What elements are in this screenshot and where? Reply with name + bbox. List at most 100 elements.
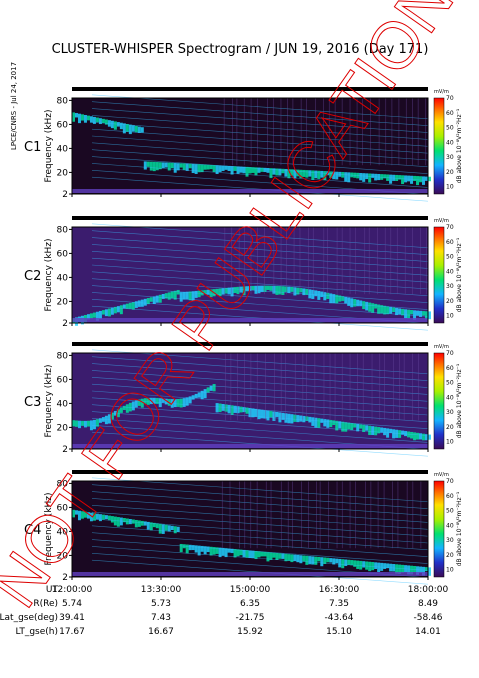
ephemeris-value: 14.01 <box>415 627 441 637</box>
y-tick-label: 80 <box>57 96 69 106</box>
colorbar-label: dB above 10⁻⁸V²m⁻²Hz⁻¹ <box>456 491 463 566</box>
colorbar-tick-label: 20 <box>446 298 454 305</box>
ephemeris-value: 15:00:00 <box>230 585 271 595</box>
colorbar-tick-label: 70 <box>446 478 454 485</box>
y-tick-label: 60 <box>57 503 69 513</box>
colorbar-tick-label: 40 <box>446 268 454 275</box>
y-tick-label: 2 <box>62 573 68 583</box>
colorbar <box>433 480 445 578</box>
spectrogram-panel-c4: 80 60 40 20 2 Frequency (kHz)C4 mV/m70 60 50 40 30… <box>24 470 463 585</box>
ephemeris-value: 15.92 <box>237 627 263 637</box>
colorbar-tick-label: 10 <box>446 184 454 191</box>
colorbar-tick-label: 30 <box>446 283 454 290</box>
vertical-stripes <box>225 353 428 421</box>
ephemeris-value: 16:30:00 <box>319 585 360 595</box>
y-tick-label: 40 <box>57 144 69 154</box>
colorbar-label: dB above 10⁻⁸V²m⁻²Hz⁻¹ <box>456 237 463 312</box>
colorbar-tick-label: 70 <box>446 224 454 231</box>
y-axis-label: Frequency (kHz) <box>44 109 54 182</box>
colorbar-unit: mV/m <box>434 472 449 478</box>
ephemeris-value: 5.73 <box>151 599 171 609</box>
ephemeris-value: 18:00:00 <box>408 585 449 595</box>
colorbar-tick-label: 20 <box>446 424 454 431</box>
colorbar-tick-label: 70 <box>446 95 454 102</box>
credit-text: LPCE/CNRS - Jul 24, 2017 <box>10 62 18 150</box>
colorbar-label: dB above 10⁻⁸V²m⁻²Hz⁻¹ <box>456 363 463 438</box>
ephemeris-value: 17.67 <box>59 627 85 637</box>
y-tick-label: 40 <box>57 273 69 283</box>
y-axis-label: Frequency (kHz) <box>44 238 54 311</box>
spectrogram-panel-c1: 80 60 40 20 2 Frequency (kHz)C1 mV/m70 60 50 40 30… <box>24 87 463 202</box>
ephemeris-value: 5.74 <box>62 599 82 609</box>
colorbar-tick-label: 60 <box>446 493 454 500</box>
colorbar-tick-label: 40 <box>446 394 454 401</box>
colorbar-tick-label: 50 <box>446 125 454 132</box>
colorbar-tick-label: 10 <box>446 567 454 574</box>
ephemeris-value: 15.10 <box>326 627 352 637</box>
y-tick-label: 20 <box>57 297 69 307</box>
y-tick-label: 60 <box>57 120 69 130</box>
spacecraft-label: C4 <box>24 523 41 538</box>
ephemeris-value: -21.75 <box>235 613 264 623</box>
colorbar-tick-label: 60 <box>446 110 454 117</box>
colorbar-tick-label: 10 <box>446 439 454 446</box>
spacecraft-label: C3 <box>24 395 41 410</box>
spacecraft-label: C2 <box>24 269 41 284</box>
ephemeris-value: 7.35 <box>329 599 349 609</box>
colorbar <box>433 352 445 450</box>
colorbar-tick-label: 20 <box>446 552 454 559</box>
ephemeris-row-label: Lat_gse(deg) <box>0 613 58 623</box>
ephemeris-value: -58.46 <box>413 613 442 623</box>
ephemeris-row-label: LT_gse(h) <box>16 627 58 637</box>
y-tick-label: 2 <box>62 445 68 455</box>
vertical-stripes <box>223 98 426 166</box>
spectrogram-panel-c2: 80 60 40 20 2 Frequency (kHz)C2 mV/m70 60 50 40 30… <box>24 216 463 331</box>
low-frequency-band <box>72 189 428 193</box>
status-bar <box>72 87 428 91</box>
colorbar-tick-label: 50 <box>446 254 454 261</box>
status-bar <box>72 216 428 220</box>
colorbar-unit: mV/m <box>434 218 449 224</box>
colorbar-unit: mV/m <box>434 344 449 350</box>
spectrogram-background <box>72 481 428 577</box>
colorbar-label: dB above 10⁻⁸V²m⁻²Hz⁻¹ <box>456 108 463 183</box>
y-tick-label: 60 <box>57 249 69 259</box>
ephemeris-value: 12:00:00 <box>52 585 93 595</box>
y-tick-label: 20 <box>57 551 69 561</box>
colorbar-tick-label: 30 <box>446 154 454 161</box>
ephemeris-value: 6.35 <box>240 599 260 609</box>
y-tick-label: 40 <box>57 527 69 537</box>
colorbar-tick-label: 50 <box>446 380 454 387</box>
ephemeris-row-label: R(Re) <box>33 599 58 609</box>
ephemeris-value: -43.64 <box>324 613 353 623</box>
ephemeris-value: 8.49 <box>418 599 438 609</box>
ephemeris-value: 7.43 <box>151 613 171 623</box>
spacecraft-label: C1 <box>24 140 41 155</box>
colorbar-tick-label: 30 <box>446 409 454 416</box>
y-tick-label: 2 <box>62 190 68 200</box>
ephemeris-value: 13:30:00 <box>141 585 182 595</box>
colorbar-tick-label: 40 <box>446 522 454 529</box>
low-frequency-band <box>72 444 428 448</box>
y-tick-label: 40 <box>57 399 69 409</box>
status-bar <box>72 342 428 346</box>
y-axis-label: Frequency (kHz) <box>44 364 54 437</box>
spectrogram-panel-c3: 80 60 40 20 2 Frequency (kHz)C3 mV/m70 60 50 40 30… <box>24 342 463 457</box>
colorbar <box>433 226 445 324</box>
ephemeris-value: 16.67 <box>148 627 174 637</box>
colorbar-unit: mV/m <box>434 89 449 95</box>
colorbar-tick-label: 40 <box>446 139 454 146</box>
colorbar <box>433 97 445 195</box>
y-axis-label: Frequency (kHz) <box>44 492 54 565</box>
figure-title: CLUSTER-WHISPER Spectrogram / JUN 19, 20… <box>52 42 429 57</box>
y-tick-label: 2 <box>62 319 68 329</box>
colorbar-tick-label: 60 <box>446 239 454 246</box>
colorbar-tick-label: 20 <box>446 169 454 176</box>
status-bar <box>72 470 428 474</box>
y-tick-label: 80 <box>57 479 69 489</box>
y-tick-label: 20 <box>57 423 69 433</box>
vertical-stripes <box>224 227 427 295</box>
y-tick-label: 80 <box>57 225 69 235</box>
plasma-frequency-band <box>72 285 431 326</box>
